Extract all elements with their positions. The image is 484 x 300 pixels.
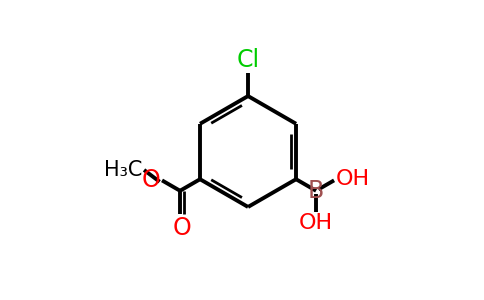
Text: B: B [308, 179, 324, 203]
Text: O: O [142, 168, 161, 192]
Text: OH: OH [336, 169, 370, 189]
Text: Cl: Cl [237, 48, 259, 72]
Text: OH: OH [299, 213, 333, 233]
Text: O: O [172, 216, 191, 240]
Text: H₃C: H₃C [105, 160, 143, 179]
